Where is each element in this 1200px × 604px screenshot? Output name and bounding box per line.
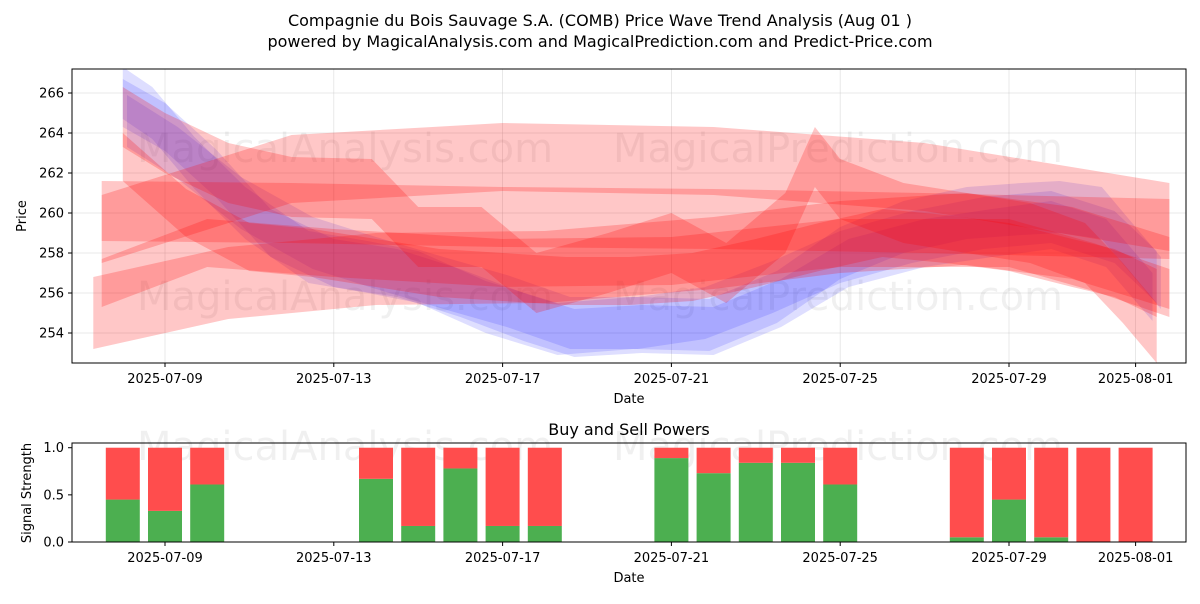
price-x-tick-label: 2025-07-17 <box>465 372 541 387</box>
red-band-2 <box>101 123 1170 263</box>
sell-bar <box>190 447 225 485</box>
price-y-label: Price <box>15 200 30 232</box>
buy-sell-x-tick-label: 2025-08-01 <box>1098 551 1174 566</box>
buy-bar <box>823 484 858 542</box>
buy-bar <box>781 462 815 542</box>
price-wave-panel: MagicalAnalysis.com MagicalPrediction.co… <box>15 68 1187 407</box>
buy-sell-y-label: Signal Strength <box>20 443 35 543</box>
price-x-label: Date <box>613 392 644 407</box>
red-band-3 <box>93 193 1170 349</box>
price-x-tick-label: 2025-08-01 <box>1098 372 1174 387</box>
blue-wave-2 <box>122 79 1153 357</box>
price-x-axis: 2025-07-09 2025-07-13 2025-07-17 2025-07-21… <box>127 363 1173 387</box>
sell-bar <box>359 447 393 479</box>
price-y-tick-label: 256 <box>39 287 64 302</box>
price-x-tick-label: 2025-07-21 <box>634 372 710 387</box>
red-wave-2 <box>122 133 1157 317</box>
buy-sell-y-axis: 0.0 0.5 1.0 <box>43 441 72 551</box>
sell-bar <box>485 447 520 526</box>
buy-bar <box>1034 537 1069 542</box>
buy-bar <box>654 458 689 542</box>
red-band-4 <box>101 219 1170 317</box>
sell-bar <box>1034 447 1069 538</box>
buy-bar <box>190 484 225 542</box>
price-x-tick-label: 2025-07-29 <box>971 372 1047 387</box>
sell-bar <box>443 447 478 469</box>
price-y-axis: 254 256 258 260 262 264 266 <box>39 87 72 342</box>
buy-bar <box>359 478 393 542</box>
buy-bar <box>443 468 478 542</box>
price-y-tick-label: 264 <box>39 127 64 142</box>
buy-sell-x-tick-label: 2025-07-25 <box>802 551 878 566</box>
price-x-tick-label: 2025-07-25 <box>802 372 878 387</box>
sell-bar <box>105 447 140 500</box>
price-y-tick-label: 254 <box>39 327 64 342</box>
chart-title: Compagnie du Bois Sauvage S.A. (COMB) Pr… <box>288 11 912 30</box>
sell-bar <box>949 447 984 538</box>
buy-sell-x-tick-label: 2025-07-17 <box>465 551 541 566</box>
buy-sell-x-tick-label: 2025-07-09 <box>127 551 203 566</box>
buy-sell-bars <box>105 447 1153 542</box>
buy-sell-y-tick-label: 1.0 <box>43 441 64 456</box>
buy-sell-x-tick-label: 2025-07-29 <box>971 551 1047 566</box>
price-grid <box>72 69 1186 363</box>
buy-sell-panel: Buy and Sell Powers MagicalAnalysis.com … <box>20 420 1187 586</box>
sell-bar <box>823 447 858 485</box>
buy-sell-plot-frame <box>71 442 1187 543</box>
buy-sell-y-tick-label: 0.0 <box>43 536 64 551</box>
price-y-tick-label: 266 <box>39 87 64 102</box>
price-x-tick-label: 2025-07-13 <box>296 372 372 387</box>
sell-bar <box>992 447 1026 500</box>
sell-bar <box>401 447 436 526</box>
watermark-top-right: MagicalPrediction.com <box>613 126 1063 172</box>
sell-bar <box>1118 447 1153 542</box>
sell-bar <box>738 447 773 463</box>
buy-sell-x-label: Date <box>613 571 644 586</box>
price-y-tick-label: 262 <box>39 167 64 182</box>
sell-bar <box>527 447 562 526</box>
buy-sell-y-tick-label: 0.5 <box>43 488 64 503</box>
red-wave-1 <box>122 87 1157 363</box>
watermark-mid-left: MagicalAnalysis.com <box>137 274 553 320</box>
buy-bar <box>148 510 182 542</box>
blue-wave-3 <box>127 95 1157 349</box>
buy-sell-x-axis: 2025-07-09 2025-07-13 2025-07-17 2025-07-21… <box>127 542 1173 566</box>
buy-sell-x-tick-label: 2025-07-21 <box>634 551 710 566</box>
sell-bar <box>1076 447 1111 542</box>
watermark-top-left: MagicalAnalysis.com <box>137 126 553 172</box>
price-x-tick-label: 2025-07-09 <box>127 372 203 387</box>
blue-wave-1 <box>122 69 1161 355</box>
sell-bar <box>781 447 815 463</box>
price-wave-bands <box>93 69 1170 363</box>
buy-bar <box>485 525 520 542</box>
price-watermarks: MagicalAnalysis.com MagicalPrediction.co… <box>137 126 1063 320</box>
buy-bar <box>738 462 773 542</box>
price-plot-frame <box>71 68 1187 364</box>
red-band-1 <box>101 181 1170 259</box>
buy-bar <box>105 499 140 542</box>
sell-bar <box>654 447 689 459</box>
buy-bar <box>992 499 1026 542</box>
watermark-mid-right: MagicalPrediction.com <box>613 274 1063 320</box>
buy-bar <box>696 473 731 542</box>
buy-sell-x-tick-label: 2025-07-13 <box>296 551 372 566</box>
chart-subtitle: powered by MagicalAnalysis.com and Magic… <box>267 32 932 51</box>
buy-bar <box>949 537 984 542</box>
sell-bar <box>148 447 182 511</box>
buy-sell-title: Buy and Sell Powers <box>548 420 710 439</box>
buy-bar <box>401 525 436 542</box>
sell-bar <box>696 447 731 474</box>
price-y-tick-label: 260 <box>39 207 64 222</box>
price-y-tick-label: 258 <box>39 247 64 262</box>
buy-bar <box>527 525 562 542</box>
